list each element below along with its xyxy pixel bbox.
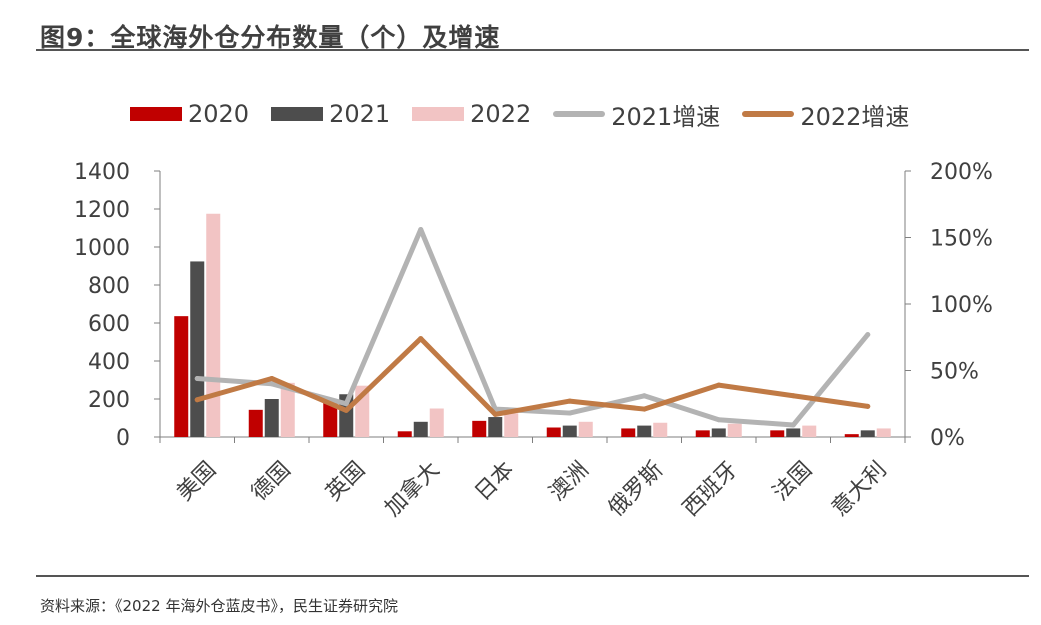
bar-2020-澳洲 (546, 427, 561, 437)
point-2022增速-俄罗斯 (641, 406, 647, 412)
right-axis-tick-label: 200% (930, 160, 993, 185)
point-2021增速-英国 (343, 401, 349, 407)
right-axis-tick-label: 50% (930, 360, 979, 385)
category-label: 加拿大 (380, 457, 445, 522)
legend-item-2021-growth: 2021增速 (553, 97, 720, 132)
category-label: 俄罗斯 (604, 457, 668, 521)
bar-2020-加拿大 (397, 431, 412, 437)
right-axis-tick-label: 0% (930, 426, 965, 451)
bar-2022-澳洲 (578, 421, 593, 437)
bar-2022-俄罗斯 (653, 422, 668, 437)
left-axis-tick-label: 600 (88, 312, 130, 337)
point-2021增速-法国 (790, 422, 796, 428)
bar-2021-俄罗斯 (637, 425, 652, 437)
bar-2021-澳洲 (562, 425, 577, 437)
category-label: 意大利 (827, 457, 891, 521)
point-2022增速-西班牙 (716, 382, 722, 388)
bar-2021-法国 (786, 428, 801, 437)
legend-swatch-2022 (412, 107, 465, 121)
right-axis-tick-label: 150% (930, 227, 993, 252)
legend-swatch-2022-growth (742, 111, 795, 117)
point-2021增速-加拿大 (418, 227, 424, 233)
point-2021增速-德国 (269, 381, 275, 387)
legend-label-2020: 2020 (188, 100, 250, 128)
legend-item-2022: 2022 (412, 100, 531, 128)
legend-swatch-2020 (130, 107, 182, 121)
left-axis-tick-label: 1000 (74, 236, 130, 261)
point-2022增速-英国 (343, 407, 349, 413)
bar-2022-美国 (206, 213, 221, 437)
bar-2020-俄罗斯 (621, 428, 636, 437)
left-axis-tick-label: 800 (88, 274, 130, 299)
bar-2022-意大利 (876, 428, 891, 437)
category-label: 澳洲 (545, 457, 594, 506)
bar-2020-英国 (323, 402, 338, 437)
category-label: 西班牙 (678, 457, 742, 521)
legend-item-2022-growth: 2022增速 (742, 97, 909, 132)
chart-title: 图9：全球海外仓分布数量（个）及增速 (40, 23, 501, 52)
line-series-2022增速 (194, 336, 871, 417)
right-axis-tick-label: 100% (930, 293, 993, 318)
legend-label-2021: 2021 (329, 100, 391, 128)
left-axis-tick-label: 400 (88, 350, 130, 375)
line-series-2021增速 (194, 227, 871, 428)
category-label: 德国 (247, 457, 296, 506)
bar-2021-德国 (264, 399, 279, 437)
bar-2020-西班牙 (695, 430, 710, 437)
bar-2021-加拿大 (413, 421, 428, 437)
legend-label-2021-growth: 2021增速 (611, 102, 721, 131)
source-note: 资料来源：《2022 年海外仓蓝皮书》，民生证券研究院 (40, 597, 398, 615)
legend-label-2022: 2022 (470, 100, 532, 128)
bar-2022-德国 (280, 382, 295, 437)
point-2021增速-美国 (194, 375, 200, 381)
bar-2021-意大利 (860, 430, 875, 437)
left-axis-tick-label: 0 (116, 426, 130, 451)
bar-2021-日本 (488, 417, 503, 437)
point-2022增速-日本 (492, 411, 498, 417)
legend-swatch-2021 (271, 107, 324, 121)
point-2021增速-意大利 (865, 332, 871, 338)
left-axis-tick-label: 200 (88, 388, 130, 413)
bar-2022-西班牙 (727, 423, 742, 437)
bar-2022-日本 (504, 413, 519, 437)
bar-2022-加拿大 (429, 408, 444, 437)
bar-2020-意大利 (844, 434, 859, 437)
legend: 2020 2021 2022 2021增速 2022增速 (130, 97, 931, 132)
legend-item-2021: 2021 (271, 100, 390, 128)
category-label: 英国 (321, 457, 370, 506)
point-2022增速-加拿大 (418, 336, 424, 342)
point-2022增速-德国 (269, 375, 275, 381)
bar-2020-德国 (248, 409, 263, 437)
legend-swatch-2021-growth (553, 111, 606, 117)
point-2022增速-意大利 (865, 403, 871, 409)
legend-label-2022-growth: 2022增速 (800, 102, 910, 131)
bar-2020-日本 (472, 420, 487, 437)
left-axis-tick-label: 1200 (74, 198, 130, 223)
bar-2020-美国 (174, 316, 189, 437)
bar-2020-法国 (770, 430, 785, 437)
point-2022增速-美国 (194, 397, 200, 403)
footer-divider (36, 575, 1029, 577)
category-label: 法国 (768, 457, 817, 506)
point-2021增速-澳洲 (567, 410, 573, 416)
bar-2022-法国 (802, 425, 817, 437)
left-axis-tick-label: 1400 (74, 160, 130, 185)
bar-2021-美国 (190, 261, 205, 437)
chart-plot: 0 200 400 600 800 1000 1200 1400 0% 50% 100% 150% 20… (74, 160, 993, 522)
point-2022增速-澳洲 (567, 398, 573, 404)
legend-item-2020: 2020 (130, 100, 249, 128)
point-2022增速-法国 (790, 393, 796, 399)
point-2021增速-俄罗斯 (641, 393, 647, 399)
category-label: 日本 (470, 457, 519, 506)
point-2021增速-西班牙 (716, 417, 722, 423)
bar-2021-西班牙 (711, 428, 726, 437)
category-label: 美国 (172, 457, 221, 506)
title-divider (36, 49, 1029, 51)
